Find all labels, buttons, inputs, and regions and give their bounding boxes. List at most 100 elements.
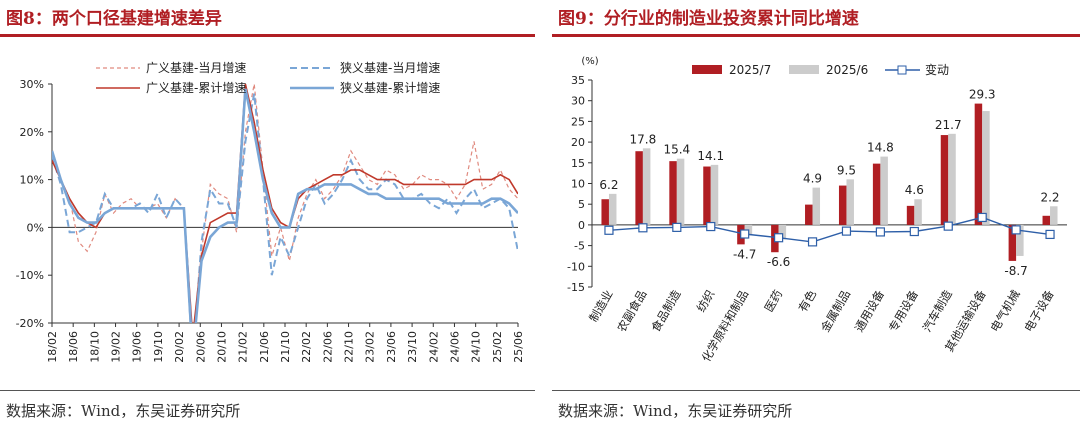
series-line-2 [52,83,518,323]
y-tick-label: 35 [571,74,585,87]
change-marker [841,226,852,236]
change-marker [672,222,682,232]
y-tick-label: 0% [27,221,44,234]
category-label: 制造业 [586,288,615,325]
data-label: 21.7 [935,118,962,132]
x-tick-label: 24/06 [448,331,461,363]
data-label: 14.8 [867,141,894,155]
manufacturing-bar-chart: (%) -15 -10 -5 0 5 10 15 20 25 30 35 6.2 制造业 17.8 农副食品 1… [567,56,1067,364]
legend-swatch-change-marker [897,65,907,75]
data-label: 4.9 [803,172,822,186]
x-tick-label: 21/02 [237,331,250,363]
y-tick-label: 30% [20,78,44,91]
y-tick-label: 20% [20,126,44,139]
category-label: 金属制品 [818,288,853,335]
right-bottom-rule [552,390,1080,391]
left-panel: 图8：两个口径基建增速差异 30% 20% 10% 0% -10% -20% 18/02 18… [0,0,535,428]
y-tick-label: 25 [571,115,585,128]
series-line-0 [52,83,518,323]
data-label: -4.7 [733,247,756,261]
change-marker [909,226,919,237]
y-tick-label: -10% [16,269,44,282]
bar-2025-06 [880,156,888,225]
x-tick-label: 25/06 [512,331,525,363]
x-tick-label: 20/10 [215,331,228,363]
y-tick-label: 5 [578,198,585,211]
bar-2025-07 [635,151,643,225]
x-tick-label: 18/02 [46,331,59,363]
x-tick-label: 21/10 [279,331,292,363]
data-label: 4.6 [905,183,924,197]
legend-swatch-2025-06 [789,65,819,74]
left-bottom-rule [0,390,535,391]
series-line-3 [52,88,518,323]
bar-2025-06 [710,164,719,225]
bar-2025-06 [642,148,651,225]
bar-2025-06 [1050,206,1058,225]
category-label: 通用设备 [852,287,887,334]
x-tick-label: 19/10 [152,331,165,363]
legend-label-2025-06: 2025/6 [826,63,868,77]
left-title-rule [0,34,535,37]
x-tick-label: 20/02 [173,331,186,363]
category-label: 食品制造 [648,287,683,334]
change-marker [604,225,614,235]
change-marker [706,221,716,232]
y-tick-label: -10 [567,260,585,273]
bar-2025-06 [608,193,617,225]
change-marker [1011,225,1021,235]
change-marker [977,212,987,223]
bar-2025-06 [778,224,787,240]
bar-2025-06 [676,158,685,225]
change-line [608,216,1051,243]
data-label: 6.2 [599,178,618,192]
y-tick-label: 10% [20,174,44,187]
bar-2025-07 [872,163,881,225]
data-label: 9.5 [837,163,856,177]
y-tick-label: 30 [571,95,585,108]
bar-2025-07 [669,161,677,225]
y-tick-label: 10 [571,178,585,191]
bar-2025-07 [906,205,915,225]
legend-swatch-2025-07 [692,65,722,74]
right-source-note: 数据来源：Wind，东吴证券研究所 [558,402,793,420]
data-label: 14.1 [697,149,724,163]
bar-2025-07 [838,185,847,225]
legend-label-2: 广义基建-累计增速 [146,81,246,95]
x-tick-label: 21/06 [258,331,271,363]
x-tick-label: 25/02 [491,331,504,363]
x-tick-label: 23/06 [385,331,398,363]
bar-2025-06 [1016,224,1024,256]
bar-2025-06 [812,187,821,225]
right-figure-title: 图9：分行业的制造业投资累计同比增速 [558,9,859,29]
bar-2025-06 [948,133,956,225]
y-tick-label: -15 [567,281,585,294]
category-label: 电气机械 [988,287,1023,334]
data-label: 15.4 [663,143,690,157]
x-tick-label: 22/10 [343,331,356,363]
data-label: 29.3 [969,88,996,102]
bar-2025-06 [982,111,990,225]
change-marker [943,221,953,231]
x-tick-label: 22/06 [321,331,334,363]
x-tick-label: 24/10 [470,331,483,363]
bar-2025-07 [974,103,983,225]
change-marker [807,237,818,247]
infrastructure-line-chart: 30% 20% 10% 0% -10% -20%18/02 18/06 18/10 19/02 1… [16,61,525,363]
y-tick-label: 20 [571,136,585,149]
right-panel: 图9：分行业的制造业投资累计同比增速 (%) -15 -10 -5 0 5 10 15 20 25… [552,0,1080,428]
legend-label-1: 狭义基建-当月增速 [340,61,440,75]
data-label: -8.7 [1004,264,1027,278]
change-marker [875,227,885,237]
bar-2025-07 [703,166,711,225]
y-unit-label: (%) [581,56,598,67]
left-source-note: 数据来源：Wind，东吴证券研究所 [6,402,241,420]
category-label: 农副食品 [614,288,649,335]
legend-label-3: 狭义基建-累计增速 [340,81,440,95]
y-tick-label: 15 [571,157,585,170]
y-tick-label: -5 [574,240,585,253]
change-marker [774,233,784,243]
change-marker [1045,229,1055,240]
x-tick-label: 20/06 [194,331,207,363]
y-tick-label: -20% [16,317,44,330]
